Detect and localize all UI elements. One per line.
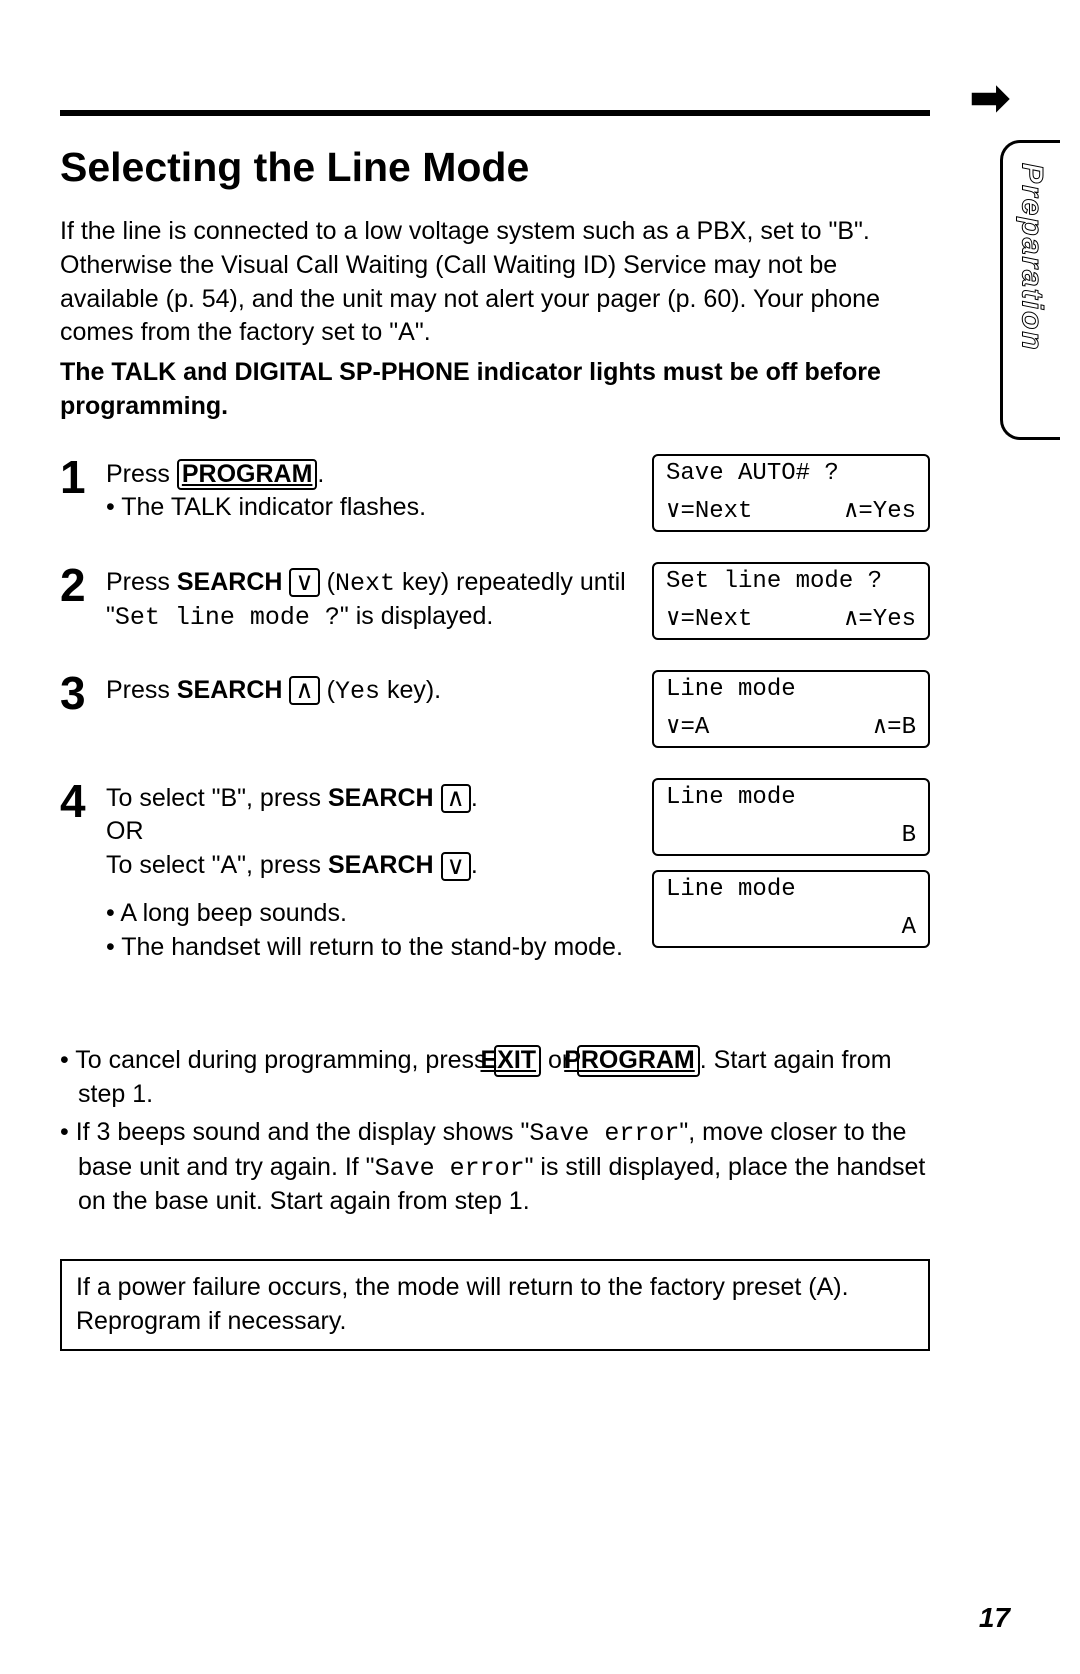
search-label: SEARCH (328, 851, 434, 879)
down-arrow-icon: ∨ (289, 568, 319, 597)
or-text: OR (106, 815, 642, 849)
lcd-line1: Line mode (666, 678, 916, 702)
section-tab: Preparation (1000, 140, 1060, 440)
text: To select "A", press (106, 851, 328, 879)
mono-text: Next (335, 569, 395, 598)
lcd-column: Line mode B Line mode A (652, 778, 930, 948)
down-arrow-icon: ∨ (441, 852, 471, 881)
text: " is displayed. (340, 602, 493, 630)
lcd-line1: Set line mode ? (666, 570, 916, 594)
lcd-column: Set line mode ? ∨=Next ∧=Yes (652, 562, 930, 640)
up-arrow-icon: ∧ (289, 676, 319, 705)
mono-text: Save error (529, 1119, 679, 1148)
lcd-line1: Line mode (666, 878, 916, 902)
section-tab-label: Preparation (1015, 163, 1049, 352)
step-3: 3 Press SEARCH ∧ (Yes key). Line mode ∨=… (60, 670, 930, 748)
step-number: 3 (60, 670, 106, 716)
lcd-line2-right: B (902, 824, 916, 848)
lcd-line2-right: ∧=Yes (844, 608, 916, 632)
search-label: SEARCH (328, 784, 434, 812)
page-title: Selecting the Line Mode (60, 144, 930, 191)
lcd-display: Line mode B (652, 778, 930, 856)
text: ( (320, 568, 335, 596)
note-item: To cancel during programming, press EXIT… (60, 1044, 930, 1112)
mono-text: Save error (375, 1154, 525, 1183)
text: To cancel during programming, press (75, 1046, 493, 1074)
step-number: 2 (60, 562, 106, 608)
steps-list: 1 Press PROGRAM. The TALK indicator flas… (60, 454, 930, 965)
step-bullet: The handset will return to the stand-by … (106, 931, 642, 965)
mono-text: Yes (335, 677, 380, 706)
up-arrow-icon: ∧ (441, 784, 471, 813)
lcd-display: Set line mode ? ∨=Next ∧=Yes (652, 562, 930, 640)
step-number: 4 (60, 778, 106, 824)
text: Press (106, 676, 177, 704)
program-key: PROGRAM (177, 459, 318, 491)
notes-section: To cancel during programming, press EXIT… (60, 1044, 930, 1219)
step-body: Press PROGRAM. The TALK indicator flashe… (106, 454, 652, 526)
step-4: 4 To select "B", press SEARCH ∧. OR To s… (60, 778, 930, 965)
warning-note: The TALK and DIGITAL SP-PHONE indicator … (60, 356, 930, 424)
text: ( (320, 676, 335, 704)
lcd-display: Line mode A (652, 870, 930, 948)
step-body: Press SEARCH ∧ (Yes key). (106, 670, 652, 709)
search-label: SEARCH (177, 676, 283, 704)
lcd-line1: Line mode (666, 786, 916, 810)
step-1: 1 Press PROGRAM. The TALK indicator flas… (60, 454, 930, 532)
step-number: 1 (60, 454, 106, 500)
step-bullet: A long beep sounds. (106, 897, 642, 931)
program-key: PROGRAM (577, 1045, 700, 1077)
manual-page: ➡ Preparation Selecting the Line Mode If… (0, 0, 1080, 1674)
exit-key: EXIT (494, 1045, 542, 1077)
text: key). (380, 676, 441, 704)
text: To select "B", press (106, 784, 328, 812)
step-body: To select "B", press SEARCH ∧. OR To sel… (106, 778, 652, 965)
text: If 3 beeps sound and the display shows " (76, 1118, 530, 1146)
page-number: 17 (979, 1602, 1010, 1634)
lcd-line1: Save AUTO# ? (666, 462, 916, 486)
intro-paragraph: If the line is connected to a low voltag… (60, 215, 930, 350)
lcd-line2-right: A (902, 916, 916, 940)
text: . (471, 851, 478, 879)
lcd-line2-right: ∧=B (873, 716, 916, 740)
continue-arrow-icon: ➡ (970, 70, 1010, 126)
lcd-column: Save AUTO# ? ∨=Next ∧=Yes (652, 454, 930, 532)
text: . (317, 460, 324, 488)
lcd-display: Save AUTO# ? ∨=Next ∧=Yes (652, 454, 930, 532)
text: Press (106, 568, 177, 596)
text: Press (106, 460, 177, 488)
lcd-line2-left: ∨=Next (666, 500, 752, 524)
content-area: Selecting the Line Mode If the line is c… (60, 110, 930, 1351)
note-item: If 3 beeps sound and the display shows "… (60, 1116, 930, 1219)
step-bullet: The TALK indicator flashes. (106, 491, 642, 525)
mono-text: Set line mode ? (115, 603, 340, 632)
search-label: SEARCH (177, 568, 283, 596)
lcd-column: Line mode ∨=A ∧=B (652, 670, 930, 748)
footer-note-box: If a power failure occurs, the mode will… (60, 1259, 930, 1351)
lcd-line2-left: ∨=Next (666, 608, 752, 632)
text: . (471, 784, 478, 812)
lcd-line2-left: ∨=A (666, 716, 709, 740)
horizontal-rule (60, 110, 930, 116)
step-2: 2 Press SEARCH ∨ (Next key) repeatedly u… (60, 562, 930, 640)
lcd-display: Line mode ∨=A ∧=B (652, 670, 930, 748)
lcd-line2-right: ∧=Yes (844, 500, 916, 524)
step-body: Press SEARCH ∨ (Next key) repeatedly unt… (106, 562, 652, 636)
